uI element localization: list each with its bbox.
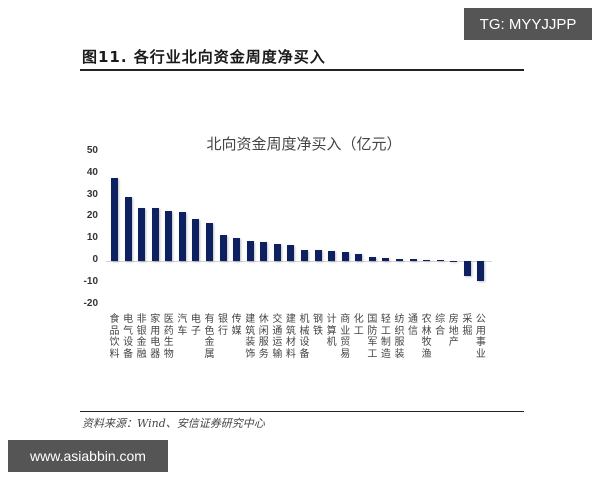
x-tick-label: 建筑材料 xyxy=(285,314,296,360)
bar xyxy=(450,261,458,262)
x-tick-label: 电气设备 xyxy=(123,314,134,360)
bar xyxy=(300,250,308,261)
x-tick-label: 国防军工 xyxy=(367,314,378,360)
x-tick-label: 银行 xyxy=(218,314,229,337)
x-tick-label: 综合 xyxy=(435,314,446,337)
bar xyxy=(328,250,336,261)
x-tick-label: 商业贸易 xyxy=(340,314,351,360)
bar xyxy=(192,219,200,261)
y-tick-label: 50 xyxy=(86,145,98,156)
watermark-site: www.asiabbin.com xyxy=(8,440,168,472)
x-tick-label: 传媒 xyxy=(231,314,242,337)
x-tick-label: 电子 xyxy=(190,314,201,337)
x-tick-label: 汽车 xyxy=(177,314,188,337)
bar xyxy=(219,235,227,261)
bar xyxy=(287,245,295,261)
x-tick-label: 医药生物 xyxy=(163,314,174,360)
bar xyxy=(395,258,403,261)
x-tick-label: 机械设备 xyxy=(299,314,310,360)
y-tick-label: 30 xyxy=(86,188,98,200)
x-tick-label: 有色金属 xyxy=(204,314,215,360)
bar xyxy=(463,261,471,277)
y-tick-label: -20 xyxy=(83,297,98,309)
y-tick-label: 20 xyxy=(86,210,98,222)
x-tick-label: 轻工制造 xyxy=(380,314,391,360)
bar xyxy=(246,241,254,261)
x-tick-label: 房地产 xyxy=(448,314,459,348)
bar xyxy=(151,208,159,261)
x-tick-label: 采掘 xyxy=(462,314,473,337)
y-tick-label: 0 xyxy=(92,254,98,265)
bar xyxy=(273,244,281,261)
bar xyxy=(260,242,268,261)
bar xyxy=(233,238,241,261)
bar xyxy=(314,250,322,261)
x-tick-label: 休闲服务 xyxy=(258,314,269,360)
bar xyxy=(205,223,213,261)
x-tick-label: 钢铁 xyxy=(313,314,324,337)
title-divider xyxy=(80,69,524,71)
bar xyxy=(409,259,417,261)
bar xyxy=(368,257,376,261)
x-tick-label: 食品饮料 xyxy=(109,314,120,360)
x-tick-label: 计算机 xyxy=(326,314,337,348)
y-tick-label: 10 xyxy=(86,232,98,244)
bar xyxy=(165,211,173,261)
x-tick-label: 纺织服装 xyxy=(394,314,405,360)
bar xyxy=(341,252,349,261)
bar xyxy=(138,208,146,261)
bar xyxy=(111,178,118,261)
y-tick-label: 40 xyxy=(86,166,98,178)
x-tick-label: 公用事业 xyxy=(475,314,486,360)
x-tick-label: 农林牧渔 xyxy=(421,314,432,360)
x-tick-label: 交通运输 xyxy=(272,314,283,360)
footer-divider xyxy=(80,411,524,412)
zero-baseline xyxy=(106,261,492,262)
watermark-tg: TG: MYYJJPP xyxy=(464,8,592,40)
x-tick-label: 化工 xyxy=(353,314,364,337)
x-tick-label: 家用电器 xyxy=(150,314,161,360)
source-note: 资料来源：Wind、安信证券研究中心 xyxy=(82,417,265,430)
x-tick-label: 非银金融 xyxy=(136,314,147,360)
bar xyxy=(355,254,363,261)
bar xyxy=(382,258,390,261)
bar xyxy=(477,261,485,281)
chart-title: 北向资金周度净买入（亿元） xyxy=(206,135,402,153)
figure-title: 图11. 各行业北向资金周度净买入 xyxy=(82,48,326,66)
bar xyxy=(436,260,444,261)
y-tick-label: -10 xyxy=(83,275,98,287)
bar xyxy=(124,197,132,261)
bar xyxy=(178,212,186,261)
bar xyxy=(423,259,431,261)
x-tick-label: 建筑装饰 xyxy=(245,314,256,360)
x-tick-label: 通信 xyxy=(408,314,419,337)
